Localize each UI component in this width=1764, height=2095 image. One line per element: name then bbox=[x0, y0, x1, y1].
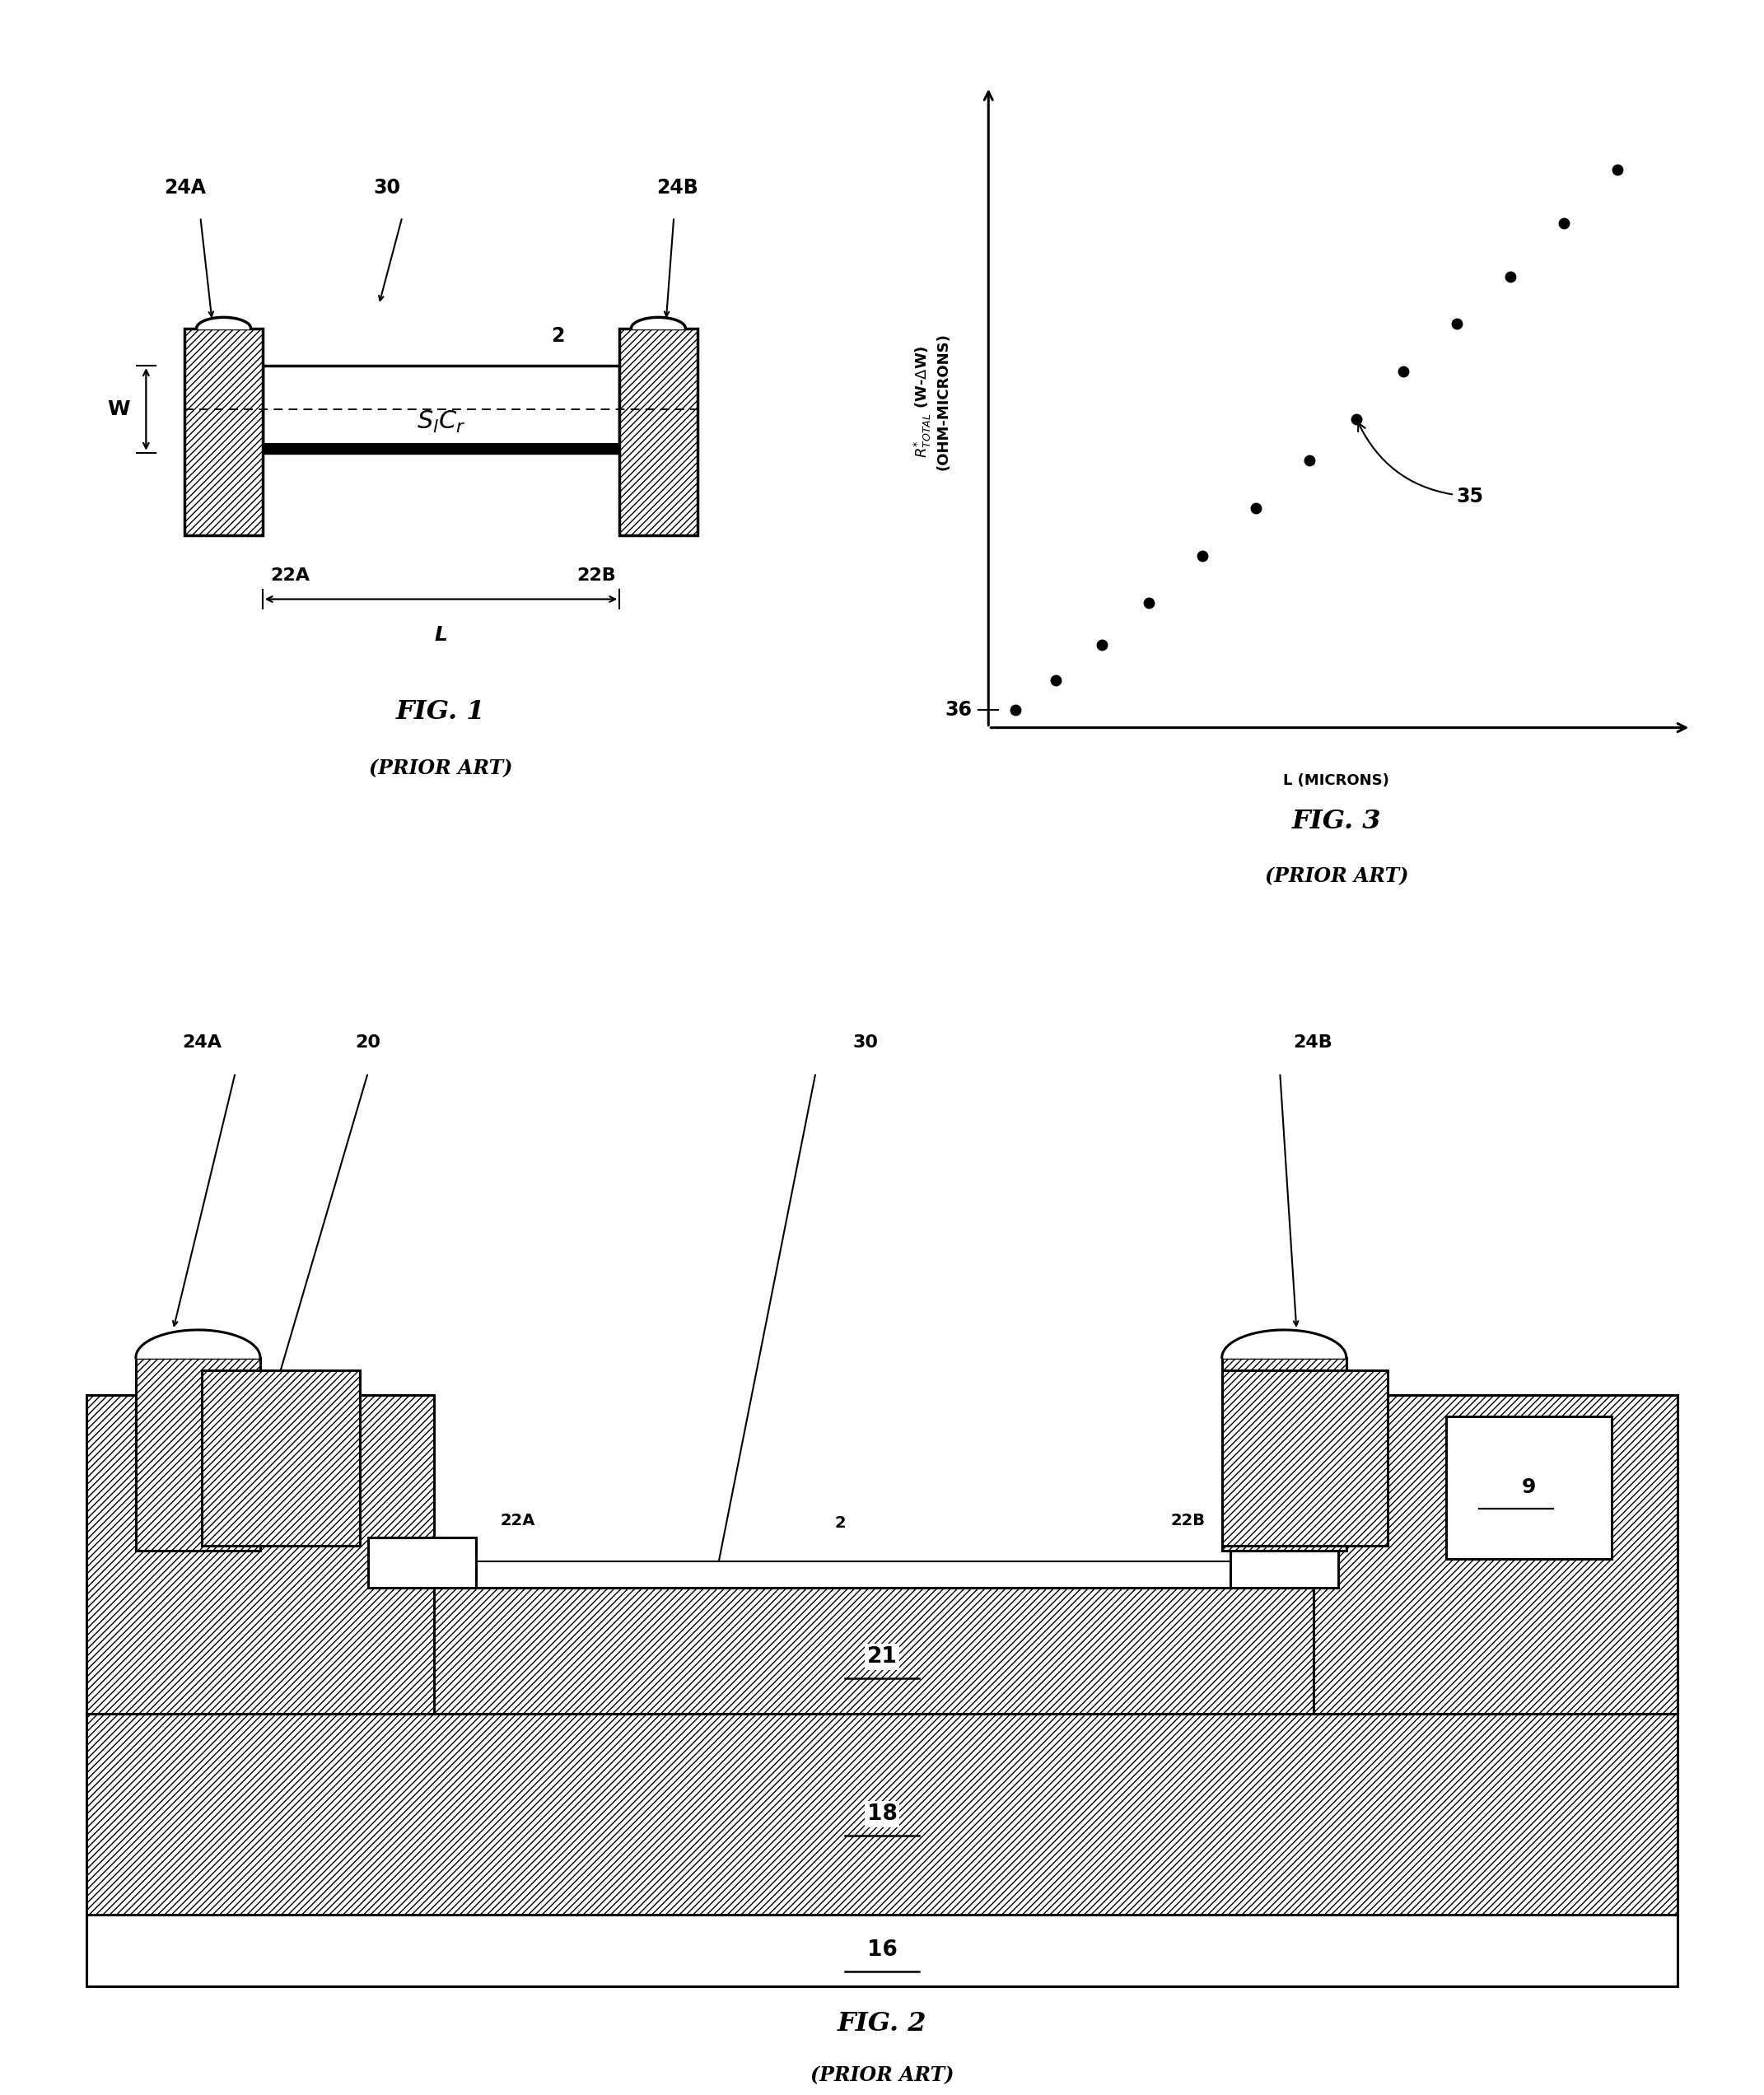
Bar bbox=[86, 1588, 1678, 1714]
Bar bbox=[369, 1538, 476, 1588]
Text: 22A: 22A bbox=[501, 1513, 536, 1529]
Text: 9: 9 bbox=[1522, 1477, 1536, 1498]
Text: 24B: 24B bbox=[656, 178, 699, 197]
Bar bbox=[86, 1915, 1678, 1986]
Text: 20: 20 bbox=[355, 1035, 381, 1052]
Text: FIG. 3: FIG. 3 bbox=[1291, 809, 1381, 834]
Text: 2: 2 bbox=[834, 1515, 847, 1531]
Text: 30: 30 bbox=[852, 1035, 878, 1052]
Text: $\mathit{S_lC_r}$: $\mathit{S_lC_r}$ bbox=[416, 409, 466, 436]
Text: 24B: 24B bbox=[1293, 1035, 1334, 1052]
Text: L: L bbox=[434, 624, 448, 645]
Text: FIG. 2: FIG. 2 bbox=[838, 2011, 926, 2036]
Text: 18: 18 bbox=[866, 1804, 898, 1825]
Bar bbox=[86, 1714, 1678, 1915]
Text: (PRIOR ART): (PRIOR ART) bbox=[1265, 867, 1408, 886]
Text: $R_{TOTAL}^{*}$ (W-$\Delta$W)
(OHM-MICRONS): $R_{TOTAL}^{*}$ (W-$\Delta$W) (OHM-MICRO… bbox=[912, 333, 951, 469]
Bar bbox=[1222, 1370, 1388, 1546]
Text: (PRIOR ART): (PRIOR ART) bbox=[810, 2066, 954, 2085]
Bar bbox=[1446, 1416, 1612, 1559]
Bar bbox=[86, 1395, 434, 1714]
Bar bbox=[369, 1561, 1337, 1588]
Bar bbox=[619, 329, 697, 536]
Text: 24A: 24A bbox=[182, 1035, 222, 1052]
Text: 21: 21 bbox=[866, 1647, 898, 1668]
Text: 2: 2 bbox=[550, 327, 564, 346]
Text: 30: 30 bbox=[372, 178, 400, 197]
Bar bbox=[185, 329, 263, 536]
Text: 22B: 22B bbox=[1171, 1513, 1205, 1529]
Text: 36: 36 bbox=[944, 700, 972, 721]
Text: 35: 35 bbox=[1358, 423, 1484, 507]
Bar bbox=[263, 444, 619, 453]
Bar bbox=[369, 1561, 1337, 1588]
Text: L (MICRONS): L (MICRONS) bbox=[1284, 773, 1390, 788]
Bar bbox=[1222, 1358, 1346, 1550]
Bar bbox=[1230, 1538, 1337, 1588]
Text: 24A: 24A bbox=[164, 178, 206, 197]
Text: W: W bbox=[108, 400, 131, 419]
Text: 22B: 22B bbox=[577, 568, 616, 585]
Bar bbox=[203, 1370, 360, 1546]
Text: 16: 16 bbox=[866, 1940, 898, 1961]
Bar bbox=[263, 367, 619, 453]
Text: (PRIOR ART): (PRIOR ART) bbox=[369, 758, 513, 779]
Text: FIG. 1: FIG. 1 bbox=[397, 700, 485, 725]
Bar bbox=[1312, 1395, 1678, 1714]
Text: 22A: 22A bbox=[270, 568, 310, 585]
Bar bbox=[136, 1358, 259, 1550]
